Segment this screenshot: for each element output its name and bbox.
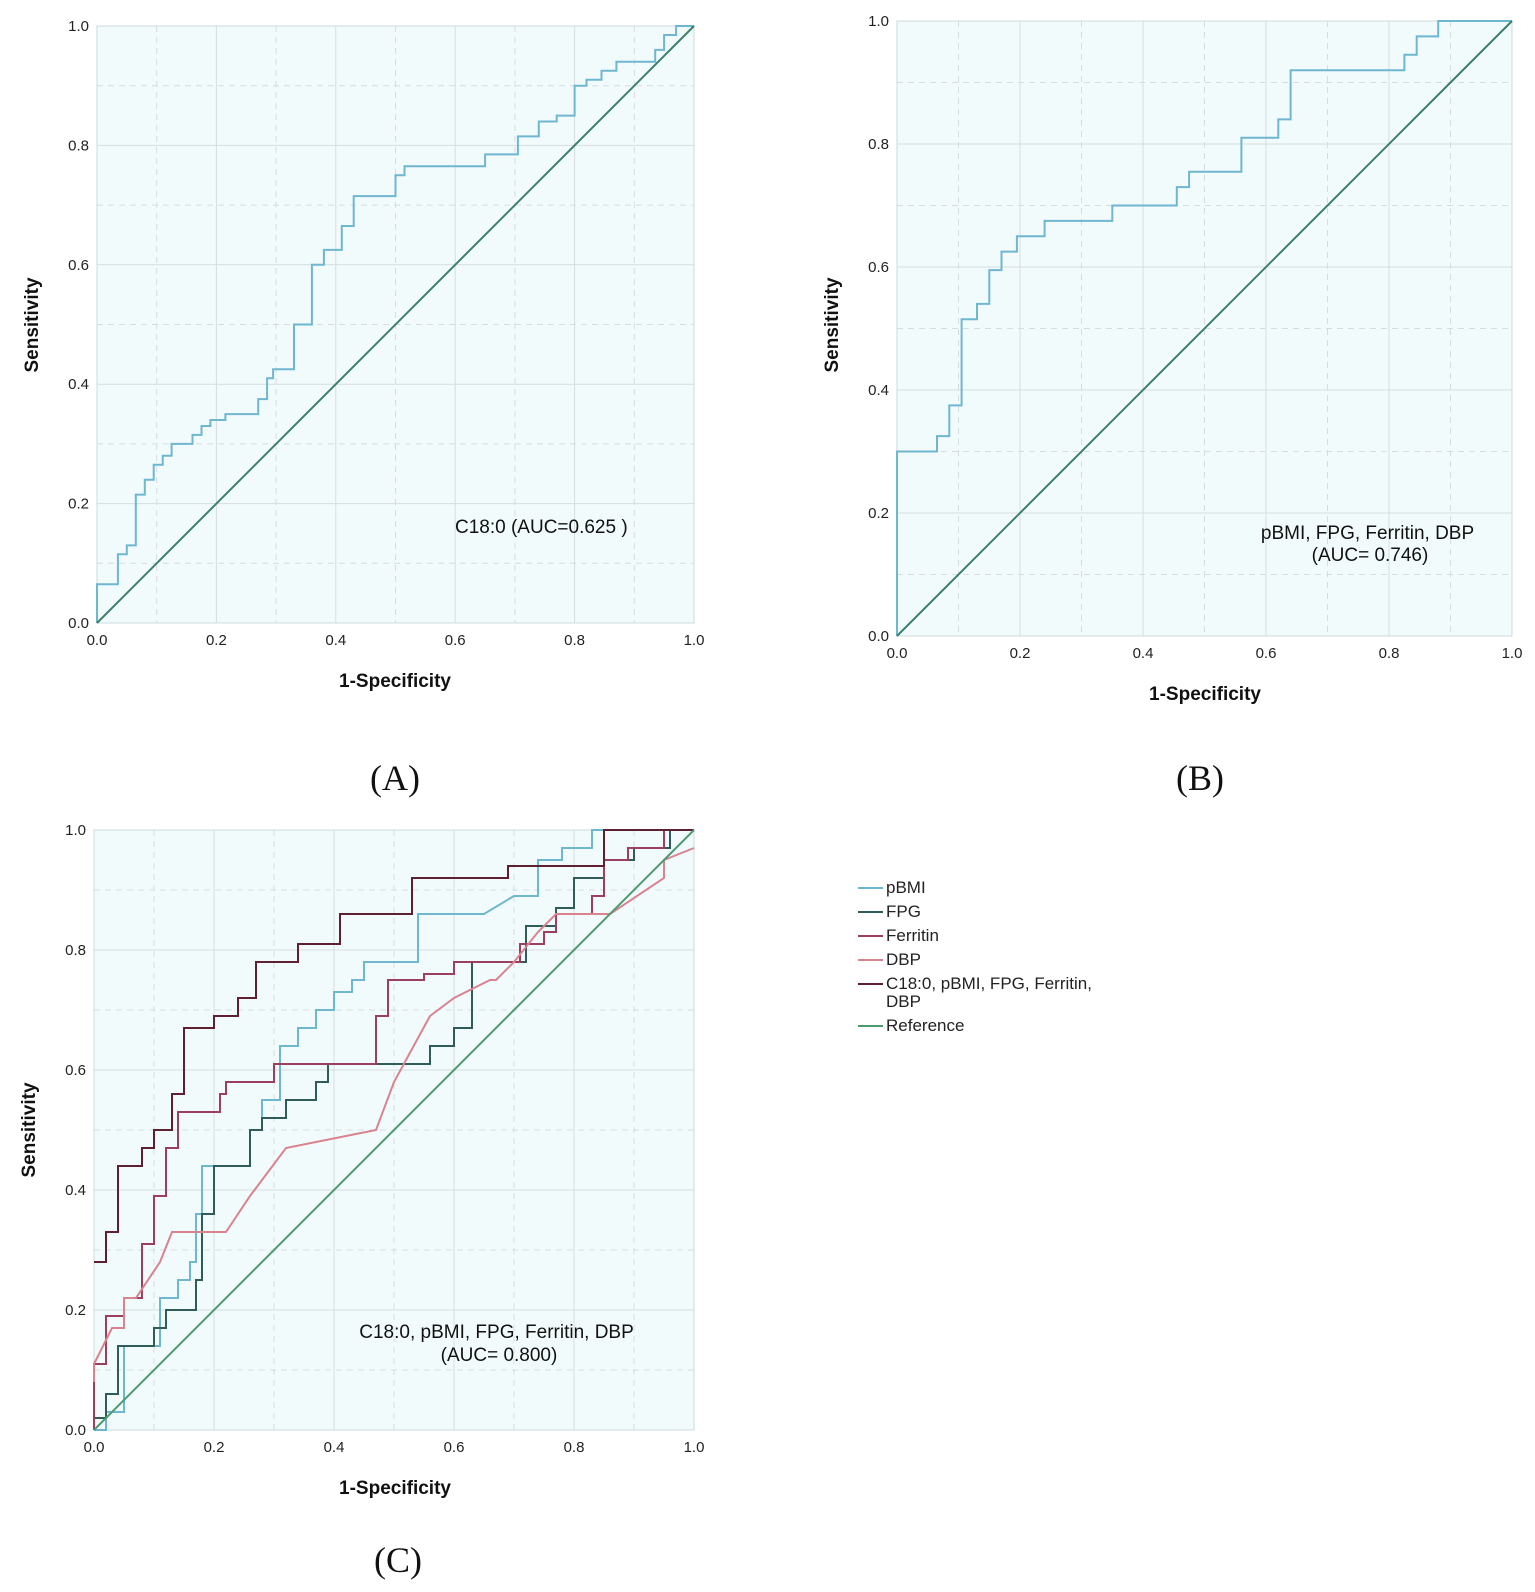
legend-label: DBP (886, 950, 921, 969)
auc-annotation-line-2: (AUC= 0.800) (441, 1345, 558, 1366)
y-tick-label: 0.4 (868, 382, 889, 399)
axis-ticks: 0.00.0 0.2 0.2 0.4 0.4 0.6 0.6 0.8 0.8 1.0 1.0 (868, 13, 1522, 662)
y-tick-label: 0.0 (65, 1422, 86, 1439)
y-axis-title: Sensitivity (19, 1082, 40, 1177)
x-tick-label: 0.2 (1010, 645, 1031, 662)
y-tick-label: 0.6 (65, 1062, 86, 1079)
grid-lines (897, 21, 1512, 636)
legend-label: Reference (886, 1016, 964, 1035)
x-tick-label: 0.6 (1256, 645, 1277, 662)
y-tick-label: 0.0 (68, 615, 89, 632)
x-tick-label: 0.8 (564, 632, 585, 649)
y-tick-label: 0.6 (868, 259, 889, 276)
x-axis-title: 1-Specificity (339, 671, 451, 692)
y-tick-label: 1.0 (68, 18, 89, 35)
y-tick-label: 0.2 (68, 496, 89, 513)
x-tick-label: 0.4 (1133, 645, 1154, 662)
y-tick-label: 0.8 (868, 136, 889, 153)
auc-annotation: pBMI, FPG, Ferritin, DBP (AUC= 0.746) (1261, 523, 1479, 566)
roc-line-pbmi (94, 829, 694, 1431)
y-tick-label: 0.2 (65, 1302, 86, 1319)
y-tick-label: 0.6 (68, 257, 89, 274)
x-tick-label: 0.8 (564, 1439, 585, 1456)
y-tick-label: 0.4 (68, 376, 89, 393)
axis-ticks: 0.00.0 0.2 0.2 0.4 0.4 0.6 0.6 0.8 0.8 1.0 1.0 (65, 822, 704, 1456)
auc-annotation: C18:0, pBMI, FPG, Ferritin, DBP (AUC= 0.… (359, 1322, 638, 1366)
roc-line-ferritin (93, 829, 694, 1430)
x-tick-label: 1.0 (684, 1439, 705, 1456)
roc-line-dbp (93, 847, 695, 1382)
legend-label: C18:0, pBMI, FPG, Ferritin, DBP (886, 974, 1092, 1011)
auc-annotation-line-2: (AUC= 0.746) (1312, 545, 1429, 566)
roc-line-reference (93, 829, 695, 1431)
x-tick-label: 1.0 (684, 632, 705, 649)
x-tick-label: 1.0 (1502, 645, 1523, 662)
legend-label: pBMI (886, 878, 926, 897)
y-axis-title: Sensitivity (22, 277, 43, 372)
x-tick-label: 0.2 (206, 632, 227, 649)
roc-panel-b: 0.00.0 0.2 0.2 0.4 0.4 0.6 0.6 0.8 0.8 1.0 1.0 1-S… (822, 13, 1522, 798)
x-tick-label: 0.0 (84, 1439, 105, 1456)
legend-item-fpg: FPG (858, 902, 921, 921)
roc-line-fpg (93, 829, 694, 1430)
x-tick-label: 0.4 (325, 632, 346, 649)
x-axis-title: 1-Specificity (339, 1478, 451, 1499)
roc-line-pbmi-fpg-ferritin-dbp (896, 20, 1512, 636)
legend-item-c18-0-pbmi-fpg-ferritin-dbp: C18:0, pBMI, FPG, Ferritin, DBP (858, 974, 1092, 1011)
panel-label: (B) (1176, 758, 1224, 798)
legend-item-ferritin: Ferritin (858, 926, 939, 945)
roc-line-reference (96, 25, 695, 624)
auc-annotation-line-1: pBMI, FPG, Ferritin, DBP (1261, 523, 1474, 544)
roc-line-c18-0-pbmi-fpg-ferritin-dbp (94, 829, 694, 1263)
auc-annotation-line-1: C18:0 (AUC=0.625 ) (455, 517, 628, 538)
y-tick-label: 0.8 (68, 137, 89, 154)
y-tick-label: 1.0 (65, 822, 86, 839)
legend: pBMI FPG Ferritin DBP C18:0, pBMI, FPG, Ferr… (858, 878, 1092, 1035)
legend-label: FPG (886, 902, 921, 921)
y-tick-label: 0.2 (868, 505, 889, 522)
y-tick-label: 1.0 (868, 13, 889, 30)
y-tick-label: 0.4 (65, 1182, 86, 1199)
axis-ticks: 0.00.0 0.2 0.2 0.4 0.4 0.6 0.6 0.8 0.8 1.0 1.0 (68, 18, 704, 649)
series-lines (96, 25, 695, 624)
panel-label: (C) (374, 1540, 422, 1580)
y-tick-label: 0.8 (65, 942, 86, 959)
legend-label: Ferritin (886, 926, 939, 945)
x-tick-label: 0.0 (887, 645, 908, 662)
roc-line-reference (896, 20, 1513, 637)
x-tick-label: 0.8 (1379, 645, 1400, 662)
auc-annotation-line-1: C18:0, pBMI, FPG, Ferritin, DBP (359, 1322, 633, 1343)
roc-panel-a: 0.00.0 0.2 0.2 0.4 0.4 0.6 0.6 0.8 0.8 1.0 1.0 1-S… (22, 18, 704, 798)
x-tick-label: 0.6 (444, 1439, 465, 1456)
y-tick-label: 0.0 (868, 628, 889, 645)
auc-annotation: C18:0 (AUC=0.625 ) (455, 517, 628, 538)
panel-label: (A) (370, 758, 420, 798)
x-tick-label: 0.4 (324, 1439, 345, 1456)
roc-line-c18-0 (96, 25, 694, 623)
x-tick-label: 0.0 (87, 632, 108, 649)
x-tick-label: 0.6 (445, 632, 466, 649)
series-lines (93, 829, 695, 1431)
y-axis-title: Sensitivity (822, 277, 843, 372)
legend-item-reference: Reference (858, 1016, 964, 1035)
roc-panel-c: 0.00.0 0.2 0.2 0.4 0.4 0.6 0.6 0.8 0.8 1.0 1.0 1-S… (19, 822, 1092, 1580)
x-tick-label: 0.2 (204, 1439, 225, 1456)
series-lines (896, 20, 1513, 637)
legend-item-dbp: DBP (858, 950, 921, 969)
legend-item-pbmi: pBMI (858, 878, 926, 897)
x-axis-title: 1-Specificity (1149, 684, 1261, 705)
